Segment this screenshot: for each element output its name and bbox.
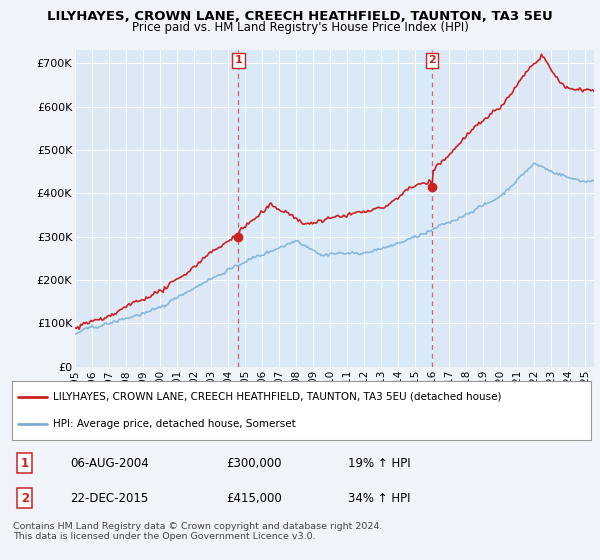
Text: Contains HM Land Registry data © Crown copyright and database right 2024.
This d: Contains HM Land Registry data © Crown c… bbox=[13, 522, 383, 542]
Text: 06-AUG-2004: 06-AUG-2004 bbox=[70, 456, 149, 470]
Text: HPI: Average price, detached house, Somerset: HPI: Average price, detached house, Some… bbox=[53, 419, 295, 429]
Text: 22-DEC-2015: 22-DEC-2015 bbox=[70, 492, 148, 505]
Text: LILYHAYES, CROWN LANE, CREECH HEATHFIELD, TAUNTON, TA3 5EU: LILYHAYES, CROWN LANE, CREECH HEATHFIELD… bbox=[47, 10, 553, 22]
Text: 2: 2 bbox=[428, 55, 436, 65]
Bar bbox=[238, 50, 432, 367]
Text: 19% ↑ HPI: 19% ↑ HPI bbox=[348, 456, 410, 470]
Text: 1: 1 bbox=[20, 456, 29, 470]
Text: 34% ↑ HPI: 34% ↑ HPI bbox=[348, 492, 410, 505]
Text: LILYHAYES, CROWN LANE, CREECH HEATHFIELD, TAUNTON, TA3 5EU (detached house): LILYHAYES, CROWN LANE, CREECH HEATHFIELD… bbox=[53, 391, 501, 402]
Text: Price paid vs. HM Land Registry's House Price Index (HPI): Price paid vs. HM Land Registry's House … bbox=[131, 21, 469, 34]
Text: £415,000: £415,000 bbox=[226, 492, 282, 505]
Text: £300,000: £300,000 bbox=[226, 456, 282, 470]
Text: 1: 1 bbox=[235, 55, 242, 65]
Text: 2: 2 bbox=[20, 492, 29, 505]
